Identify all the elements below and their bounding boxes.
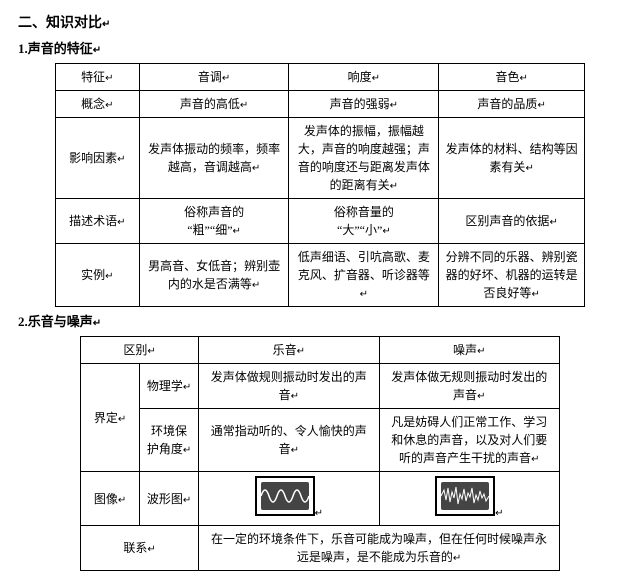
marker: ↵ bbox=[105, 73, 113, 84]
table-row: 联系↵ 在一定的环境条件下，乐音可能成为噪声，但在任何时候噪声永远是噪声，是不能… bbox=[81, 526, 560, 571]
cell: 音色 bbox=[495, 70, 519, 84]
table-sound-features: 特征↵ 音调↵ 响度↵ 音色↵ 概念↵ 声音的高低↵ 声音的强弱↵ 声音的品质↵… bbox=[55, 63, 585, 307]
marker: ↵ bbox=[93, 318, 101, 329]
marker: ↵ bbox=[390, 181, 398, 192]
cell: 低声细语、引吭高歌、麦克风、扩音器、听诊器等 bbox=[298, 250, 430, 282]
cell: 发声体做规则振动时发出的声音 bbox=[211, 370, 367, 402]
cell: 概念 bbox=[81, 97, 105, 111]
marker: ↵ bbox=[477, 346, 485, 357]
cell: 噪声 bbox=[453, 343, 477, 357]
marker: ↵ bbox=[252, 163, 260, 174]
marker: ↵ bbox=[382, 226, 390, 237]
table-row: 界定↵ 物理学↵ 发声体做规则振动时发出的声音↵ 发声体做无规则振动时发出的声音… bbox=[81, 364, 560, 409]
waveform-music-icon bbox=[255, 476, 315, 516]
table-row: 环境保护角度↵ 通常指动听的、令人愉快的声音↵ 凡是妨碍人们正常工作、学习和休息… bbox=[81, 409, 560, 472]
table-row: 概念↵ 声音的高低↵ 声音的强弱↵ 声音的品质↵ bbox=[56, 91, 585, 118]
marker: ↵ bbox=[390, 100, 398, 111]
cell: 发声体的材料、结构等因素有关 bbox=[446, 142, 578, 174]
table-row: 特征↵ 音调↵ 响度↵ 音色↵ bbox=[56, 64, 585, 91]
marker: ↵ bbox=[183, 445, 191, 456]
cell: 声音的品质 bbox=[477, 97, 537, 111]
marker: ↵ bbox=[93, 45, 101, 56]
cell: 联系 bbox=[123, 541, 147, 555]
cell: 图像 bbox=[94, 492, 118, 506]
cell: 在一定的环境条件下，乐音可能成为噪声，但在任何时候噪声永远是噪声，是不能成为乐音… bbox=[211, 532, 547, 564]
table-row: 实例↵ 男高音、女低音；辨别壶内的水是否满等↵ 低声细语、引吭高歌、麦克风、扩音… bbox=[56, 244, 585, 307]
subsection-2-text: 2.乐音与噪声 bbox=[18, 314, 93, 329]
cell: 声音的强弱 bbox=[330, 97, 390, 111]
subsection-1-title: 1.声音的特征↵ bbox=[18, 38, 622, 57]
subsection-2-title: 2.乐音与噪声↵ bbox=[18, 311, 622, 330]
section-title: 二、知识对比↵ bbox=[18, 12, 622, 32]
marker: ↵ bbox=[549, 217, 557, 228]
cell: 实例 bbox=[81, 268, 105, 282]
waveform-noise-icon bbox=[435, 476, 495, 516]
cell: 凡是妨碍人们正常工作、学习和休息的声音，以及对人们要听的声音产生干扰的声音 bbox=[391, 415, 547, 465]
table-row: 描述术语↵ 俗称声音的 “粗”“细”↵ 俗称音量的 “大”“小”↵ 区别声音的依… bbox=[56, 199, 585, 244]
table-music-noise: 区别↵ 乐音↵ 噪声↵ 界定↵ 物理学↵ 发声体做规则振动时发出的声音↵ 发声体… bbox=[80, 336, 560, 571]
cell: 影响因素 bbox=[69, 151, 117, 165]
marker: ↵ bbox=[291, 445, 299, 456]
marker: ↵ bbox=[117, 217, 125, 228]
cell: 发声体做无规则振动时发出的声音 bbox=[391, 370, 547, 402]
marker: ↵ bbox=[147, 544, 155, 555]
marker: ↵ bbox=[372, 73, 380, 84]
cell: 界定 bbox=[94, 411, 118, 425]
marker: ↵ bbox=[252, 280, 260, 291]
marker: ↵ bbox=[360, 289, 368, 300]
cell: 波形图 bbox=[147, 492, 183, 506]
section-title-text: 二、知识对比 bbox=[18, 16, 102, 31]
cell: 男高音、女低音；辨别壶内的水是否满等 bbox=[148, 259, 280, 291]
marker: ↵ bbox=[531, 289, 539, 300]
table-row: 图像↵ 波形图↵ ↵ ↵ bbox=[81, 472, 560, 526]
cell: 区别声音的依据 bbox=[465, 214, 549, 228]
cell: 乐音 bbox=[273, 343, 297, 357]
marker: ↵ bbox=[531, 454, 539, 465]
marker: ↵ bbox=[118, 495, 126, 506]
table-row: 影响因素↵ 发声体振动的频率，频率越高，音调越高↵ 发声体的振幅，振幅越大，声音… bbox=[56, 118, 585, 199]
cell: 物理学 bbox=[147, 379, 183, 393]
marker: ↵ bbox=[297, 346, 305, 357]
marker: ↵ bbox=[183, 382, 191, 393]
marker: ↵ bbox=[118, 414, 126, 425]
marker: ↵ bbox=[105, 100, 113, 111]
marker: ↵ bbox=[222, 73, 230, 84]
cell: 通常指动听的、令人愉快的声音 bbox=[211, 424, 367, 456]
cell: 分辨不同的乐器、辨别瓷器的好坏、机器的运转是否良好等 bbox=[446, 250, 578, 300]
cell: 特征 bbox=[81, 70, 105, 84]
marker: ↵ bbox=[537, 100, 545, 111]
subsection-1-text: 1.声音的特征 bbox=[18, 41, 93, 56]
cell: 声音的高低 bbox=[180, 97, 240, 111]
marker: ↵ bbox=[519, 73, 527, 84]
marker: ↵ bbox=[477, 391, 485, 402]
marker: ↵ bbox=[183, 495, 191, 506]
cell: 区别 bbox=[123, 343, 147, 357]
marker: ↵ bbox=[495, 508, 503, 519]
cell: 响度 bbox=[348, 70, 372, 84]
marker: ↵ bbox=[105, 271, 113, 282]
cell: 环境保护角度 bbox=[147, 424, 187, 456]
marker: ↵ bbox=[525, 163, 533, 174]
marker: ↵ bbox=[453, 553, 461, 564]
marker: ↵ bbox=[117, 154, 125, 165]
marker: ↵ bbox=[240, 100, 248, 111]
marker: ↵ bbox=[315, 508, 323, 519]
marker: ↵ bbox=[291, 391, 299, 402]
table-row: 区别↵ 乐音↵ 噪声↵ bbox=[81, 337, 560, 364]
marker: ↵ bbox=[147, 346, 155, 357]
cell: 发声体的振幅，振幅越大，声音的响度越强；声音的响度还与距离发声体的距离有关 bbox=[298, 124, 430, 192]
cell: 音调 bbox=[198, 70, 222, 84]
marker: ↵ bbox=[102, 19, 110, 30]
marker: ↵ bbox=[233, 226, 241, 237]
cell: 描述术语 bbox=[69, 214, 117, 228]
cell: 发声体振动的频率，频率越高，音调越高 bbox=[148, 142, 280, 174]
